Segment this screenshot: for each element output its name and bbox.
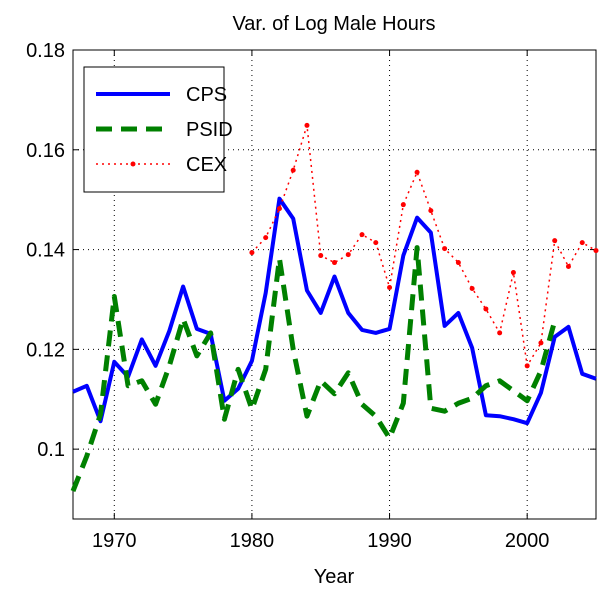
- data-point: [593, 248, 599, 254]
- data-point: [318, 253, 324, 259]
- data-point: [290, 167, 296, 173]
- x-tick-label: 1980: [230, 530, 275, 552]
- y-tick-label: 0.16: [26, 140, 65, 162]
- data-point: [483, 306, 489, 312]
- y-tick-label: 0.14: [26, 240, 65, 262]
- series-line: [72, 196, 597, 426]
- data-point: [538, 340, 544, 346]
- y-tick-label: 0.18: [26, 40, 65, 62]
- legend-label: PSID: [186, 119, 233, 141]
- data-point: [579, 240, 585, 246]
- legend-marker: [130, 161, 136, 167]
- data-point: [304, 122, 310, 128]
- x-tick-label: 1990: [367, 530, 412, 552]
- data-point: [359, 232, 365, 238]
- data-point: [552, 238, 558, 244]
- data-point: [387, 284, 393, 290]
- data-point: [345, 252, 351, 258]
- chart-title: Var. of Log Male Hours: [232, 13, 435, 35]
- data-point: [497, 330, 503, 336]
- y-tick-label: 0.1: [37, 439, 65, 461]
- data-point: [332, 260, 337, 266]
- series-line: [70, 245, 558, 492]
- data-point: [276, 206, 282, 212]
- data-point: [249, 250, 255, 256]
- data-point: [524, 363, 530, 369]
- data-point: [414, 169, 420, 175]
- data-point: [510, 270, 516, 276]
- legend-label: CEX: [186, 154, 227, 176]
- data-point: [428, 208, 434, 214]
- data-point: [469, 285, 475, 291]
- legend-label: CPS: [186, 84, 227, 106]
- x-tick-label: 2000: [505, 530, 550, 552]
- data-point: [455, 260, 461, 266]
- data-point: [373, 240, 379, 246]
- data-point: [442, 246, 448, 252]
- data-point: [263, 235, 269, 241]
- plot-frame: [72, 49, 597, 520]
- data-point: [565, 264, 571, 270]
- data-point: [400, 202, 406, 208]
- x-tick-label: 1970: [92, 530, 137, 552]
- series-line: [251, 124, 597, 367]
- x-axis-label: Year: [314, 566, 355, 588]
- y-tick-label: 0.12: [26, 339, 65, 361]
